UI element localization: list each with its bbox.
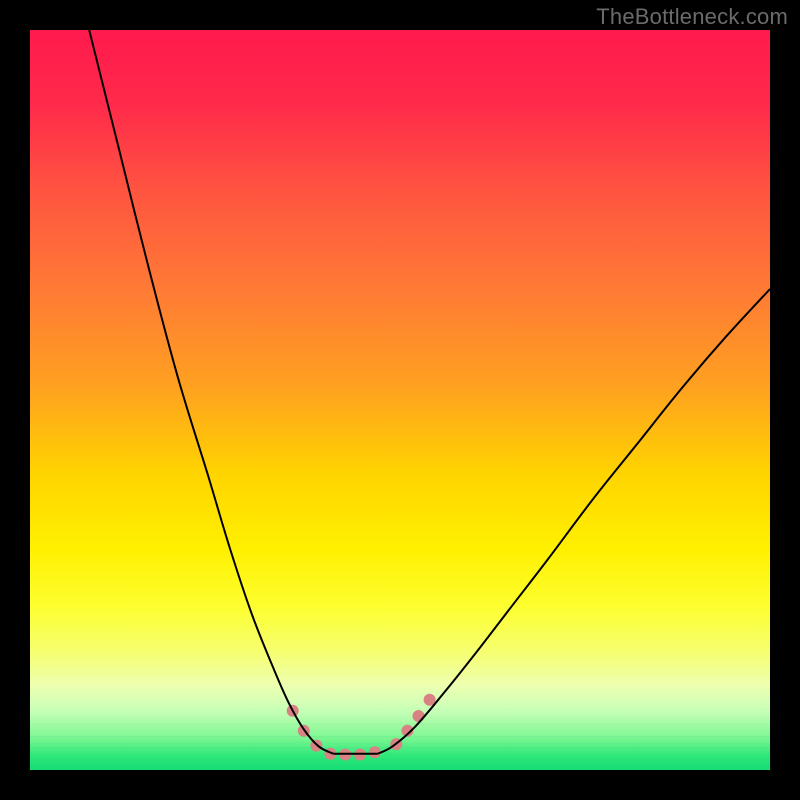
watermark-label: TheBottleneck.com [596,4,788,30]
chart-container: TheBottleneck.com [0,0,800,800]
plot-area [30,30,770,770]
dotted-marker-right [413,710,425,722]
chart-svg [30,30,770,770]
gradient-background [30,30,770,770]
